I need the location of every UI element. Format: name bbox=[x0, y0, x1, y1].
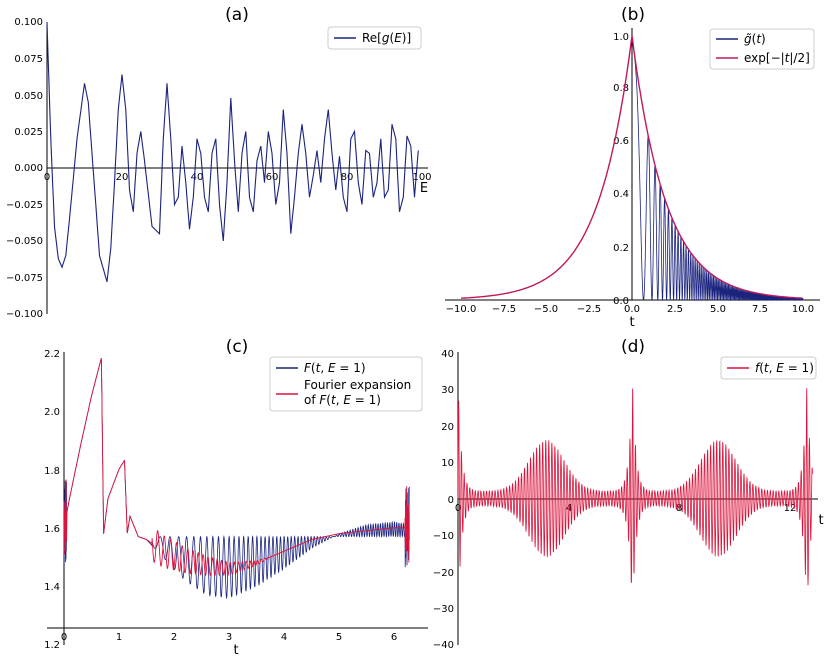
panel-c-xticks: 0 1 2 3 4 5 6 bbox=[61, 632, 397, 643]
panel-d-title: (d) bbox=[621, 337, 645, 357]
panel-b-xtick: 0.0 bbox=[624, 304, 640, 315]
panel-b-ytick: 0.4 bbox=[613, 189, 629, 200]
panel-a-yticks: 0.100 0.075 0.050 0.025 0.000 −0.025 −0.… bbox=[6, 17, 43, 320]
panel-d-legend: f(t, E = 1) bbox=[721, 357, 816, 379]
panel-c-ytick: 1.2 bbox=[44, 640, 60, 651]
panel-a-ytick: −0.100 bbox=[6, 309, 43, 320]
panel-d-ytick: 0 bbox=[448, 495, 454, 506]
panel-b-xtick: 10.0 bbox=[792, 304, 814, 315]
panel-a-xticks: 0 20 40 60 80 100 bbox=[44, 172, 432, 183]
panel-b-legend: g̃(t) exp[−|t|/2] bbox=[710, 29, 814, 69]
panel-b-xtick: −5.0 bbox=[534, 304, 558, 315]
panel-a-ytick: 0.050 bbox=[14, 91, 43, 102]
panel-d-ytick: −10 bbox=[433, 531, 454, 542]
panel-d-ytick: 40 bbox=[441, 349, 454, 360]
panel-a-ytick: 0.025 bbox=[14, 127, 43, 138]
panel-b-ytick: 0.2 bbox=[613, 243, 629, 254]
panel-d-ytick: 30 bbox=[441, 385, 454, 396]
panel-c-yticks: 1.2 1.4 1.6 1.8 2.0 2.2 bbox=[44, 349, 60, 651]
panel-a-legend: Re[g(E)] bbox=[328, 27, 421, 49]
panel-b-title: (b) bbox=[621, 5, 645, 25]
panel-c-xtick: 6 bbox=[391, 632, 397, 643]
panel-a-ytick: −0.025 bbox=[6, 200, 43, 211]
panel-b-xticks: −10.0 −7.5 −5.0 −2.5 0.0 2.5 5.0 7.5 10.… bbox=[446, 304, 814, 315]
panel-c-legend-label-1: F(t, E = 1) bbox=[304, 361, 366, 375]
panel-c-title: (c) bbox=[226, 337, 249, 357]
panel-c-xtick: 1 bbox=[116, 632, 122, 643]
panel-a-ytick: −0.075 bbox=[6, 273, 43, 284]
panel-d-ytick: −20 bbox=[433, 568, 454, 579]
panel-a-xtick: 20 bbox=[116, 172, 129, 183]
panel-c: (c) 1.2 1.4 1.6 1.8 2.0 2.2 0 1 2 3 4 5 … bbox=[44, 337, 428, 658]
panel-c-xtick: 3 bbox=[226, 632, 232, 643]
panel-a: (a) 0.100 0.075 0.050 0.025 0.000 −0.025… bbox=[6, 5, 432, 320]
panel-a-xtick: 60 bbox=[266, 172, 279, 183]
panel-a-legend-label: Re[g(E)] bbox=[362, 31, 411, 45]
panel-b-legend-label-1: g̃(t) bbox=[744, 32, 766, 46]
panel-c-legend: F(t, E = 1) Fourier expansion of F(t, E … bbox=[270, 357, 422, 411]
panel-d-ytick: −40 bbox=[433, 640, 454, 651]
panel-d-ytick: 10 bbox=[441, 458, 454, 469]
panel-b-xtick: 5.0 bbox=[710, 304, 726, 315]
panel-a-ytick: −0.050 bbox=[6, 236, 43, 247]
panel-b-legend-label-2: exp[−|t|/2] bbox=[744, 51, 810, 65]
panel-c-ytick: 2.0 bbox=[44, 407, 60, 418]
panel-b-series-g-tilde bbox=[632, 36, 803, 300]
panel-b-xtick: 2.5 bbox=[667, 304, 683, 315]
panel-d-xlabel: t bbox=[818, 513, 823, 528]
panel-d: (d) 40 30 20 10 0 −10 −20 −30 −40 0 4 8 … bbox=[433, 337, 824, 651]
panel-b-xtick: −7.5 bbox=[492, 304, 516, 315]
panel-a-ytick: 0.100 bbox=[14, 17, 43, 28]
panel-a-ytick: 0.000 bbox=[14, 163, 43, 174]
panel-c-ytick: 1.8 bbox=[44, 466, 60, 477]
panel-a-ytick: 0.075 bbox=[14, 54, 43, 65]
panel-a-title: (a) bbox=[225, 5, 249, 25]
panel-c-ytick: 1.6 bbox=[44, 524, 60, 535]
panel-b-xtick: −2.5 bbox=[577, 304, 601, 315]
panel-d-ytick: 20 bbox=[441, 422, 454, 433]
panel-d-legend-label: f(t, E = 1) bbox=[755, 361, 814, 375]
panel-c-legend-label-2a: Fourier expansion bbox=[304, 378, 411, 392]
panel-b-xtick: −10.0 bbox=[446, 304, 477, 315]
panel-b-xlabel: t bbox=[629, 315, 634, 330]
panel-b-ytick: 0.8 bbox=[613, 83, 629, 94]
panel-b: (b) 0.0 0.2 0.4 0.6 0.8 1.0 −10.0 −7.5 −… bbox=[445, 5, 820, 330]
panel-a-xtick: 40 bbox=[191, 172, 204, 183]
panel-c-xtick: 0 bbox=[61, 632, 67, 643]
panel-b-ytick: 1.0 bbox=[613, 32, 629, 43]
panel-c-xtick: 2 bbox=[171, 632, 177, 643]
panel-a-xtick: 80 bbox=[341, 172, 354, 183]
panel-d-ytick: −30 bbox=[433, 604, 454, 615]
panel-c-xlabel: t bbox=[233, 643, 238, 658]
panel-a-xlabel: E bbox=[420, 181, 428, 196]
panel-b-xtick: 7.5 bbox=[752, 304, 768, 315]
figure: (a) 0.100 0.075 0.050 0.025 0.000 −0.025… bbox=[0, 0, 830, 664]
panel-c-ytick: 2.2 bbox=[44, 349, 60, 360]
panel-c-legend-label-2b: of F(t, E = 1) bbox=[304, 393, 381, 407]
panel-c-ytick: 1.4 bbox=[44, 582, 60, 593]
panel-d-xtick: 0 bbox=[455, 503, 461, 514]
panel-a-series-re-g bbox=[47, 22, 418, 282]
panel-a-xtick: 0 bbox=[44, 172, 50, 183]
panel-d-series-f bbox=[458, 388, 813, 585]
panel-c-xtick: 4 bbox=[281, 632, 287, 643]
panel-d-yticks: 40 30 20 10 0 −10 −20 −30 −40 bbox=[433, 349, 454, 651]
panel-c-xtick: 5 bbox=[336, 632, 342, 643]
